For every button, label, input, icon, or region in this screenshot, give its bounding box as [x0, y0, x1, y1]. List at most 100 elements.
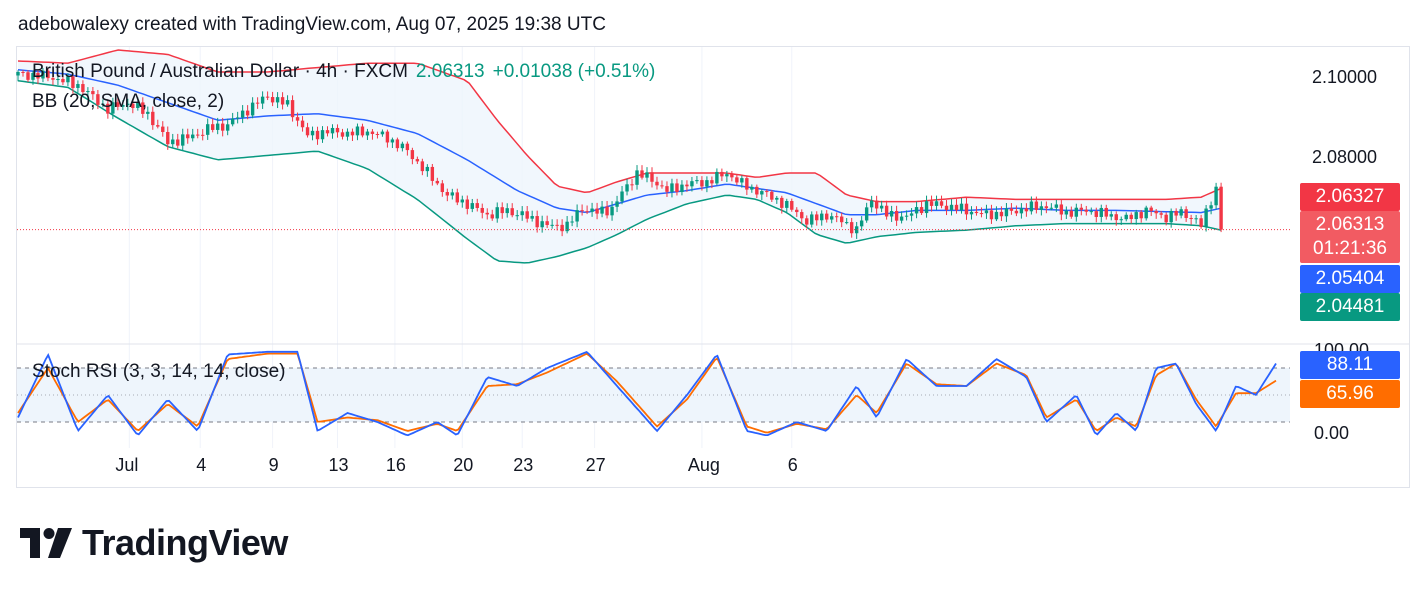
candle [939, 195, 944, 209]
candle [1129, 212, 1133, 224]
candle [665, 181, 669, 197]
candle [1124, 212, 1128, 222]
candle [879, 200, 884, 213]
candle [1019, 203, 1024, 219]
candle [220, 117, 225, 137]
price-tick: 2.08000 [1312, 147, 1378, 167]
candle [1054, 199, 1059, 213]
candle [570, 215, 574, 227]
candle [485, 208, 489, 220]
candle [1139, 210, 1143, 223]
candle [944, 200, 949, 216]
bb-lower-tag: 2.04481 [1300, 293, 1400, 321]
candle [131, 98, 135, 114]
candle [914, 201, 919, 219]
candle [375, 131, 380, 139]
candle [969, 206, 974, 220]
candle [949, 199, 954, 216]
stoch-d-tag: 65.96 [1300, 380, 1400, 408]
candle [350, 128, 355, 141]
candle [595, 202, 599, 220]
candle [545, 215, 549, 229]
candle [830, 212, 834, 224]
candle [889, 205, 894, 222]
candle [345, 128, 350, 141]
time-tick: 27 [585, 455, 606, 475]
candle [151, 106, 155, 130]
candle [700, 176, 704, 191]
candle [1164, 212, 1168, 226]
candle [116, 97, 120, 111]
candle [300, 116, 305, 132]
candle [91, 86, 95, 100]
candle [455, 188, 460, 206]
bb-legend: BB (20, SMA, close, 2) [32, 91, 225, 112]
candle [899, 211, 904, 224]
bollinger-upper-band [17, 49, 1222, 203]
candle [480, 203, 484, 219]
candle [1114, 211, 1118, 226]
candle [560, 219, 564, 237]
time-tick: 13 [328, 455, 349, 475]
candle [435, 177, 440, 186]
candle [505, 203, 509, 218]
time-tick: Aug [687, 455, 720, 475]
candle [984, 204, 989, 219]
candle [320, 126, 325, 143]
candle [705, 176, 709, 193]
candle [81, 80, 85, 95]
candle [235, 111, 240, 124]
candle [909, 208, 914, 222]
candle [854, 222, 859, 239]
candle [41, 68, 45, 83]
candle [510, 203, 514, 218]
candle [770, 190, 774, 203]
candle [590, 202, 594, 217]
tradingview-logo: TradingView [20, 522, 288, 564]
candle [959, 197, 964, 214]
candle [245, 105, 250, 120]
candle [575, 204, 579, 228]
candle [675, 178, 679, 196]
candle [805, 215, 809, 229]
candle [1034, 196, 1039, 214]
candle [999, 206, 1004, 222]
candle [265, 91, 270, 101]
candle [280, 92, 285, 110]
candle [859, 216, 864, 231]
candle [440, 180, 445, 197]
candle [555, 219, 559, 231]
candle [730, 171, 734, 182]
candle [1204, 204, 1208, 232]
candle [580, 204, 584, 216]
candle [1014, 205, 1019, 217]
candle [1069, 206, 1074, 219]
candle [1099, 204, 1103, 223]
candle [215, 117, 220, 135]
candle [685, 180, 689, 192]
candle [405, 141, 410, 156]
candle [260, 91, 265, 109]
price-chart[interactable] [0, 0, 1428, 500]
candle [765, 189, 769, 197]
candle [535, 210, 539, 233]
time-tick: 6 [787, 455, 798, 475]
candle [1119, 216, 1123, 226]
candle [919, 201, 924, 215]
candle [1134, 209, 1138, 225]
candle [1074, 203, 1079, 222]
candle [934, 195, 939, 211]
candle [240, 105, 245, 124]
candle [964, 197, 969, 220]
candle [171, 133, 175, 149]
bb-basis-tag: 2.05404 [1300, 265, 1400, 293]
candle [650, 167, 654, 188]
candle [490, 209, 494, 221]
candle [230, 112, 235, 127]
candle [515, 210, 519, 221]
symbol-legend: British Pound / Australian Dollar · 4h ·… [32, 61, 655, 83]
candle [71, 72, 75, 94]
candle [141, 97, 145, 118]
candle [51, 75, 55, 86]
candle [1194, 215, 1198, 224]
